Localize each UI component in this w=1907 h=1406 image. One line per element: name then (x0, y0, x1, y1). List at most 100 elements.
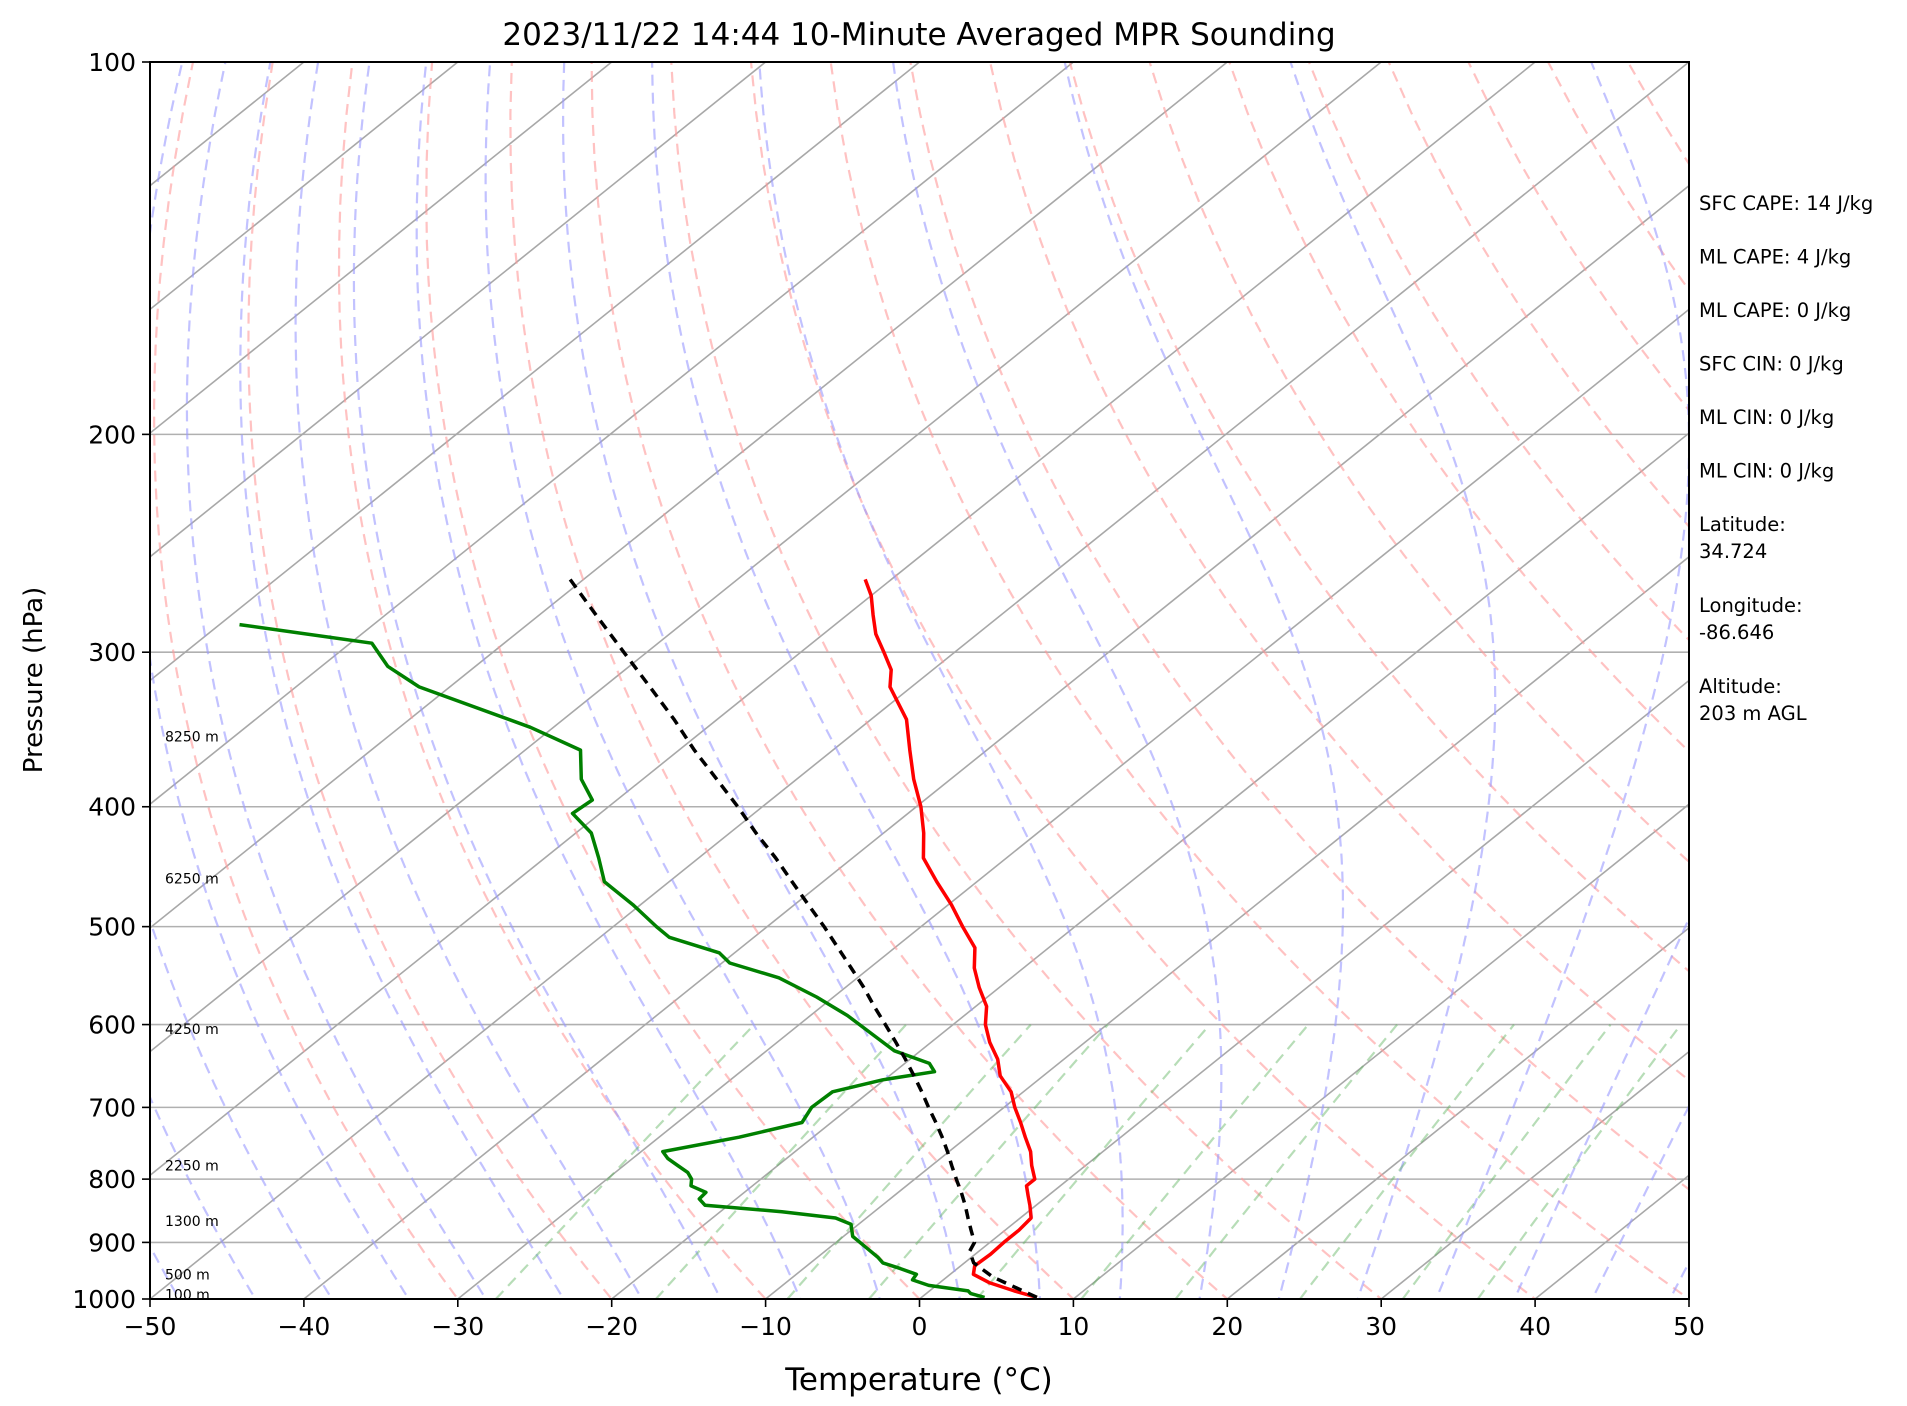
mixing-ratio-line (1174, 1023, 1398, 1299)
x-tick-label: 20 (1211, 1312, 1243, 1341)
moist-adiabat-line (1435, 62, 1689, 1299)
moist-adiabat-line (185, 62, 488, 1299)
x-tick-label: 10 (1057, 1312, 1089, 1341)
moist-adiabat-line (150, 916, 334, 1299)
isotherm-grid (150, 62, 1689, 1299)
y-tick-label: 600 (88, 1011, 136, 1040)
x-tick-label: 40 (1519, 1312, 1551, 1341)
height-label: 1300 m (165, 1214, 219, 1230)
annotation-text: ML CIN: 0 J/kg (1699, 406, 1834, 429)
dry-adiabat-line (337, 62, 768, 1299)
annotation-text: Altitude: 203 m AGL (1699, 675, 1807, 725)
isotherm-line (150, 62, 1229, 929)
dry-adiabat-line (829, 62, 1689, 1299)
sounding-annotations: SFC CAPE: 14 J/kg ML CAPE: 4 J/kg ML CAPE:… (1699, 192, 1873, 725)
dry-adiabat-line (1148, 62, 1689, 864)
moist-adiabat-line (352, 62, 722, 1299)
moist-adiabat-line (1063, 62, 1345, 1299)
y-axis-ticks: 100 200 300 400 500 600 700 800 900 1000 (72, 48, 150, 1314)
moist-adiabat-line (1513, 915, 1689, 1299)
dry-adiabat-line (247, 62, 614, 1299)
dry-adiabat-line (590, 62, 1229, 1299)
isotherm-line (150, 62, 460, 311)
moist-adiabat-line (758, 62, 1124, 1299)
annotation-line: Latitude: (1699, 513, 1786, 536)
y-tick-label: 700 (88, 1093, 136, 1122)
y-tick-label: 500 (88, 913, 136, 942)
sounding-series (239, 574, 1038, 1299)
annotation-line: 34.724 (1699, 540, 1767, 563)
annotation-line: ML CIN: 0 J/kg (1699, 406, 1834, 429)
height-label: 100 m (165, 1288, 210, 1304)
mixing-ratio-line (1476, 1023, 1682, 1299)
mixing-ratio-line (1401, 1023, 1612, 1299)
x-axis-label: Temperature (°C) (784, 1362, 1053, 1398)
x-tick-label: −40 (278, 1312, 331, 1341)
moist-adiabat-line (891, 62, 1223, 1299)
annotation-line: Longitude: (1699, 594, 1803, 617)
annotation-line: ML CAPE: 0 J/kg (1699, 299, 1851, 322)
y-axis-label: Pressure (hPa) (19, 587, 49, 774)
dewpoint-line (239, 622, 986, 1299)
plot-area: 100 m 500 m 1300 m 2250 m 4250 m 6250 m 8250 m (150, 62, 1689, 1304)
annotation-line: SFC CAPE: 14 J/kg (1699, 192, 1873, 215)
annotation-text: ML CAPE: 0 J/kg (1699, 299, 1851, 322)
moist-adiabat-line (415, 62, 802, 1299)
isotherm-line (610, 432, 1689, 1299)
x-tick-label: 0 (912, 1312, 928, 1341)
isotherm-line (150, 62, 1537, 1177)
y-tick-label: 400 (88, 793, 136, 822)
mixing-ratio-line (786, 1023, 1032, 1299)
mixing-ratio-line (1299, 1023, 1515, 1299)
annotation-text: SFC CIN: 0 J/kg (1699, 353, 1844, 376)
x-tick-label: −20 (585, 1312, 638, 1341)
isotherm-line (918, 679, 1689, 1299)
mixing-ratio-line (655, 1023, 907, 1299)
isotherm-line (150, 62, 1689, 1299)
isotherm-line (1072, 803, 1689, 1299)
y-tick-label: 800 (88, 1165, 136, 1194)
x-axis-ticks: −50 −40 −30 −20 −10 0 10 20 30 40 50 (124, 1299, 1705, 1341)
height-labels: 100 m 500 m 1300 m 2250 m 4250 m 6250 m 8250 m (165, 730, 219, 1304)
x-tick-label: 50 (1673, 1312, 1705, 1341)
moist-adiabat-line (484, 62, 881, 1299)
isotherm-line (150, 62, 1075, 806)
y-tick-label: 1000 (72, 1285, 136, 1314)
y-tick-label: 900 (88, 1228, 136, 1257)
dry-adiabat-line (152, 62, 460, 1299)
annotation-line: SFC CIN: 0 J/kg (1699, 353, 1844, 376)
moist-adiabat-line (561, 62, 961, 1299)
annotation-line: Altitude: (1699, 675, 1782, 698)
isotherm-line (1226, 926, 1689, 1299)
height-label: 6250 m (165, 871, 219, 887)
height-label: 4250 m (165, 1022, 219, 1038)
mixing-ratio-lines (495, 1023, 1682, 1299)
isotherm-line (150, 62, 1383, 1053)
y-tick-label: 100 (88, 48, 136, 77)
annotation-text: Longitude: -86.646 (1699, 594, 1803, 644)
annotation-line: 203 m AGL (1699, 702, 1807, 725)
isotherm-line (302, 184, 1689, 1299)
isotherm-line (150, 62, 767, 558)
annotation-line: ML CIN: 0 J/kg (1699, 460, 1834, 483)
dry-adiabat-line (749, 62, 1537, 1299)
isotherm-line (150, 62, 613, 435)
mixing-ratio-line (868, 1023, 1109, 1299)
x-tick-label: −30 (431, 1312, 484, 1341)
annotation-text: ML CIN: 0 J/kg (1699, 460, 1834, 483)
annotation-text: SFC CAPE: 14 J/kg (1699, 192, 1873, 215)
annotation-text: ML CAPE: 4 J/kg (1699, 246, 1851, 269)
x-tick-label: 30 (1365, 1312, 1397, 1341)
parcel-profile-line (565, 574, 1038, 1299)
annotation-line: ML CAPE: 4 J/kg (1699, 246, 1851, 269)
y-tick-label: 200 (88, 420, 136, 449)
annotation-line: -86.646 (1699, 621, 1774, 644)
height-label: 2250 m (165, 1159, 219, 1175)
isotherm-line (1379, 1050, 1689, 1299)
temperature-line (863, 578, 1038, 1299)
dry-adiabat-line (1068, 62, 1689, 973)
height-label: 8250 m (165, 730, 219, 746)
mixing-ratio-line (495, 1023, 755, 1299)
x-tick-label: −10 (739, 1312, 792, 1341)
x-tick-label: −50 (124, 1312, 177, 1341)
